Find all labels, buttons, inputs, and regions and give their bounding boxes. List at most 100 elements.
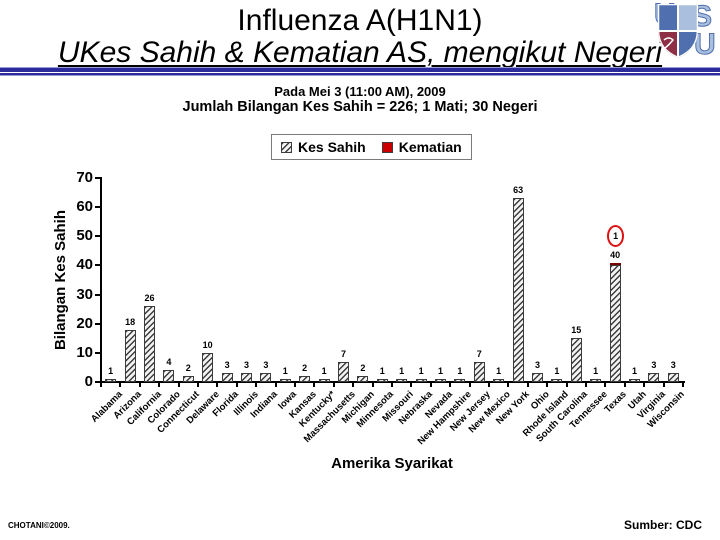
bar-kes-sahih [648, 373, 660, 382]
bar-value-label: 18 [125, 316, 136, 327]
y-tick-label: 60 [76, 198, 93, 216]
bar-value-label: 3 [243, 360, 249, 371]
logo-letter-u: U [694, 28, 717, 61]
x-tick [623, 382, 626, 387]
bar-value-label: 3 [651, 360, 657, 371]
bar-kes-sahih [318, 379, 330, 382]
bar-kes-sahih [454, 379, 466, 382]
title-divider-line [0, 73, 720, 75]
y-tick [95, 322, 101, 325]
bar-kes-sahih [609, 265, 621, 382]
bar-value-label: 1 [418, 366, 424, 377]
x-axis-title: Amerika Syarikat [331, 455, 453, 472]
y-tick-label: 70 [76, 169, 93, 186]
bar-value-label: 10 [202, 339, 213, 350]
y-tick [95, 235, 101, 238]
y-tick-label: 30 [76, 285, 93, 303]
y-tick [95, 381, 101, 383]
bar-value-label: 15 [571, 325, 582, 336]
university-shield-logo: U S U [654, 0, 718, 72]
bar-value-label: 3 [263, 360, 269, 371]
x-tick [235, 382, 238, 387]
bar-value-label: 7 [476, 348, 482, 359]
bar-kes-sahih [590, 379, 602, 382]
bar-kes-sahih [532, 373, 543, 382]
x-tick [643, 382, 646, 387]
bar-value-label: 1 [437, 366, 443, 377]
y-axis-line [100, 177, 102, 383]
bar-value-label: 2 [185, 363, 191, 374]
bar-kes-sahih [512, 198, 524, 382]
x-tick [507, 382, 510, 387]
bar-value-label: 1 [496, 366, 502, 377]
bar-kes-sahih [415, 379, 427, 382]
bar-value-label: 1 [379, 366, 385, 377]
death-count-annotation: 1 [607, 224, 625, 247]
y-tick [95, 293, 101, 296]
shield-icon [658, 4, 698, 58]
bar-kematian [609, 262, 621, 266]
y-tick-label: 10 [76, 343, 93, 361]
bar-value-label: 1 [593, 366, 599, 377]
y-tick [95, 206, 101, 209]
chart-legend: Kes Sahih Kematian [271, 134, 472, 160]
x-tick [391, 382, 393, 387]
page-subtitle: UKes Sahih & Kematian AS, mengikut Neger… [57, 36, 663, 69]
bar-kes-sahih [202, 352, 214, 382]
bar-kes-sahih [163, 370, 175, 382]
kematian-swatch-icon [381, 141, 393, 153]
bar-value-label: 40 [610, 249, 621, 260]
x-tick [410, 382, 413, 387]
bar-kes-sahih [473, 361, 485, 382]
x-tick [332, 382, 335, 387]
bar-value-label: 2 [302, 363, 308, 374]
bar-kes-sahih [357, 376, 369, 382]
copyright-note: CHOTANI©2009. [8, 521, 70, 530]
bar-kes-sahih [551, 379, 563, 382]
bar-kes-sahih [376, 379, 388, 382]
bar-value-label: 4 [166, 357, 172, 368]
y-tick [95, 177, 101, 179]
x-tick [604, 382, 607, 387]
bar-kes-sahih [124, 329, 136, 382]
x-tick [682, 382, 684, 387]
x-tick [119, 382, 122, 387]
page-title: Influenza A(H1N1) [237, 4, 483, 37]
bar-value-label: 2 [360, 363, 366, 374]
y-tick-label: 40 [76, 256, 93, 274]
x-tick [546, 382, 549, 387]
bar-kes-sahih [221, 373, 233, 382]
x-tick [177, 382, 180, 387]
bar-kes-sahih [260, 373, 272, 382]
legend-label-kes-sahih: Kes Sahih [298, 139, 366, 155]
x-tick [313, 382, 316, 387]
y-tick-label: 50 [76, 227, 93, 245]
x-tick [449, 382, 452, 387]
x-tick [138, 382, 141, 387]
x-tick [526, 382, 529, 387]
bar-kes-sahih [299, 376, 311, 382]
bar-kes-sahih [396, 379, 408, 382]
x-tick [216, 382, 219, 387]
source-note: Sumber: CDC [623, 518, 702, 532]
x-tick [429, 382, 432, 387]
bar-kes-sahih [570, 338, 582, 382]
bar-value-label: 3 [534, 360, 540, 371]
date-line: Pada Mei 3 (11:00 AM), 2009 [274, 84, 446, 99]
title-divider-line [0, 75, 720, 76]
bar-kes-sahih [435, 379, 446, 382]
kes-sahih-swatch-icon [281, 141, 292, 153]
x-tick [488, 382, 490, 387]
x-tick [565, 382, 568, 387]
x-tick [274, 382, 277, 387]
bar-kes-sahih [667, 373, 679, 382]
y-tick [95, 351, 101, 354]
bar-value-label: 1 [399, 366, 405, 377]
x-tick [255, 382, 258, 387]
bar-value-label: 1 [554, 366, 560, 377]
bar-value-label: 63 [513, 185, 524, 196]
bar-value-label: 7 [340, 348, 346, 359]
bar-value-label: 1 [457, 366, 463, 377]
